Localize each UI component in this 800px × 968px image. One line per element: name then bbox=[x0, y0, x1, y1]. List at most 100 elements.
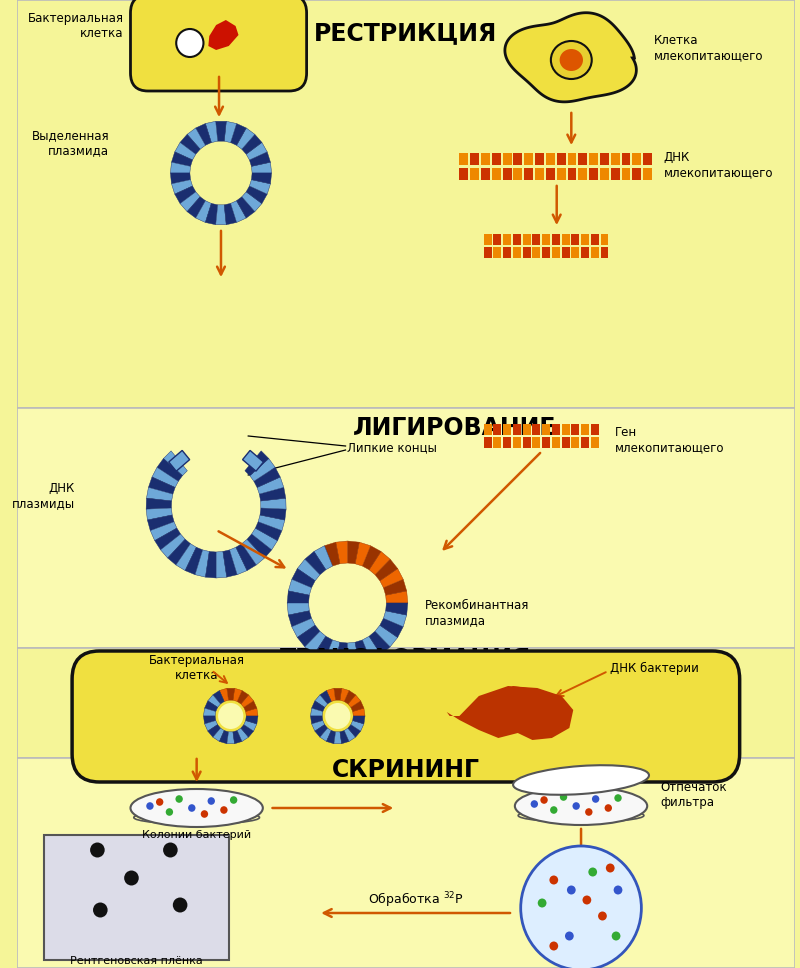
Polygon shape bbox=[259, 487, 286, 501]
Polygon shape bbox=[174, 186, 196, 203]
FancyBboxPatch shape bbox=[72, 651, 740, 782]
Circle shape bbox=[176, 29, 203, 57]
Polygon shape bbox=[170, 173, 190, 184]
Polygon shape bbox=[195, 550, 210, 577]
Bar bbox=[578, 167, 587, 180]
Bar bbox=[632, 153, 642, 165]
Polygon shape bbox=[237, 690, 249, 704]
Polygon shape bbox=[208, 20, 238, 50]
Polygon shape bbox=[246, 716, 258, 724]
Polygon shape bbox=[340, 688, 349, 702]
Polygon shape bbox=[355, 640, 370, 664]
Bar bbox=[571, 438, 579, 448]
Polygon shape bbox=[224, 121, 237, 142]
Bar bbox=[542, 234, 550, 245]
Circle shape bbox=[614, 794, 622, 802]
Circle shape bbox=[538, 898, 546, 908]
Polygon shape bbox=[251, 173, 271, 184]
Bar bbox=[622, 167, 630, 180]
Text: Бактериальная
клетка: Бактериальная клетка bbox=[149, 654, 245, 682]
Circle shape bbox=[325, 703, 350, 729]
Polygon shape bbox=[347, 642, 359, 665]
Polygon shape bbox=[157, 459, 182, 481]
Polygon shape bbox=[146, 499, 172, 509]
Polygon shape bbox=[161, 534, 185, 558]
Polygon shape bbox=[152, 468, 178, 488]
Text: Ген
млекопитающего: Ген млекопитающего bbox=[615, 426, 725, 454]
Bar bbox=[600, 167, 609, 180]
Circle shape bbox=[550, 875, 558, 885]
Polygon shape bbox=[326, 688, 335, 702]
Circle shape bbox=[93, 902, 108, 918]
Bar bbox=[522, 424, 530, 435]
Circle shape bbox=[193, 144, 250, 202]
Circle shape bbox=[550, 942, 558, 951]
Polygon shape bbox=[292, 568, 315, 588]
Polygon shape bbox=[298, 625, 320, 647]
Bar bbox=[610, 167, 620, 180]
Circle shape bbox=[605, 804, 612, 812]
Circle shape bbox=[175, 795, 183, 802]
Polygon shape bbox=[227, 688, 234, 700]
Polygon shape bbox=[287, 590, 310, 603]
Bar bbox=[470, 167, 479, 180]
Polygon shape bbox=[340, 731, 349, 743]
Bar bbox=[17, 0, 795, 408]
Polygon shape bbox=[223, 550, 237, 577]
Circle shape bbox=[156, 799, 163, 805]
Polygon shape bbox=[310, 709, 323, 716]
Polygon shape bbox=[247, 534, 272, 558]
FancyBboxPatch shape bbox=[130, 0, 306, 91]
Polygon shape bbox=[386, 590, 408, 603]
Bar bbox=[557, 167, 566, 180]
Polygon shape bbox=[213, 728, 224, 741]
Polygon shape bbox=[242, 192, 262, 212]
Polygon shape bbox=[169, 450, 190, 471]
Polygon shape bbox=[254, 468, 280, 488]
Polygon shape bbox=[206, 121, 218, 142]
Polygon shape bbox=[205, 701, 218, 711]
Text: Колонии бактерий: Колонии бактерий bbox=[142, 830, 251, 840]
Text: Липкие концы: Липкие концы bbox=[347, 441, 438, 455]
Polygon shape bbox=[292, 619, 315, 638]
Polygon shape bbox=[334, 688, 342, 700]
Polygon shape bbox=[236, 544, 256, 570]
Circle shape bbox=[220, 806, 227, 814]
Polygon shape bbox=[246, 709, 258, 716]
Polygon shape bbox=[227, 732, 234, 743]
Polygon shape bbox=[250, 152, 270, 166]
Polygon shape bbox=[351, 701, 364, 711]
Circle shape bbox=[166, 808, 173, 816]
Polygon shape bbox=[250, 459, 275, 481]
Circle shape bbox=[585, 808, 593, 816]
Polygon shape bbox=[386, 603, 408, 615]
Bar bbox=[522, 438, 530, 448]
Polygon shape bbox=[203, 709, 216, 716]
Bar bbox=[552, 424, 560, 435]
Text: СКРИНИНГ: СКРИНИНГ bbox=[332, 758, 480, 782]
Bar bbox=[532, 424, 540, 435]
Polygon shape bbox=[310, 716, 323, 724]
Polygon shape bbox=[146, 508, 172, 520]
Bar bbox=[567, 167, 576, 180]
Text: Рентгеновская плёнка: Рентгеновская плёнка bbox=[70, 956, 202, 966]
Polygon shape bbox=[205, 720, 218, 731]
Polygon shape bbox=[203, 716, 216, 724]
Bar bbox=[484, 234, 492, 245]
Bar bbox=[643, 167, 652, 180]
Bar bbox=[494, 424, 502, 435]
Bar bbox=[502, 153, 511, 165]
Polygon shape bbox=[257, 477, 284, 494]
Bar bbox=[590, 438, 598, 448]
Polygon shape bbox=[241, 725, 254, 738]
Polygon shape bbox=[246, 186, 267, 203]
Polygon shape bbox=[305, 552, 326, 575]
Bar bbox=[590, 424, 598, 435]
Polygon shape bbox=[324, 640, 340, 664]
Bar bbox=[17, 758, 795, 968]
Polygon shape bbox=[355, 542, 370, 566]
Bar bbox=[546, 167, 554, 180]
Polygon shape bbox=[244, 701, 257, 711]
Polygon shape bbox=[170, 163, 190, 173]
Bar bbox=[494, 248, 502, 258]
